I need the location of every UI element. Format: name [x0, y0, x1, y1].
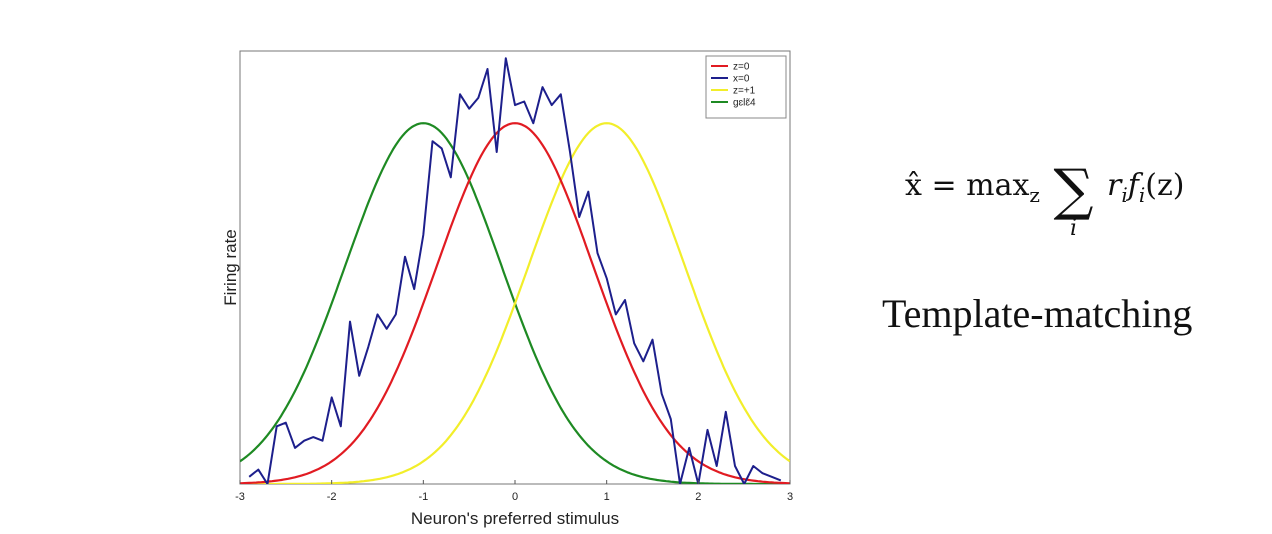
- formula-r: r: [1107, 168, 1122, 203]
- estimator-formula: x̂ = maxz ∑ i rifi(z): [905, 158, 1185, 241]
- formula-sub-i2: i: [1138, 183, 1146, 207]
- x-tick-label-3: 0: [512, 491, 518, 503]
- sum-symbol: ∑ i: [1053, 158, 1094, 241]
- x-tick-label-6: 3: [787, 491, 793, 503]
- sum-index: i: [1069, 216, 1077, 241]
- formula-sub-z: z: [1029, 183, 1040, 207]
- series-line-0: [240, 122, 790, 484]
- template-matching-caption: Template-matching: [882, 291, 1193, 336]
- formula-lhs: x̂ = max: [905, 168, 1030, 203]
- x-tick-label-5: 2: [695, 491, 701, 503]
- legend-label-0: z=0: [733, 62, 750, 73]
- legend-label-2: z=+1: [733, 86, 756, 97]
- legend-label-3: ɡɛlɛ̃4: [733, 98, 756, 109]
- x-tick-label-4: 1: [604, 491, 610, 503]
- x-axis-label: Neuron's preferred stimulus: [411, 509, 619, 528]
- x-tick-label-0: -3: [235, 491, 245, 503]
- x-tick-label-1: -2: [327, 491, 337, 503]
- tuning-curve-chart: -3 -2 -1 0 1 2 3 Neuron's preferred stimulus Fir…: [221, 50, 793, 528]
- formula-sub-i: i: [1121, 183, 1128, 207]
- y-axis-label: Firing rate: [221, 229, 240, 306]
- series-line-1: [248, 57, 782, 484]
- formula-f: f: [1127, 168, 1139, 203]
- x-tick-label-2: -1: [418, 491, 428, 503]
- legend-label-1: x=0: [733, 74, 750, 85]
- formula-arg: (z): [1145, 168, 1185, 203]
